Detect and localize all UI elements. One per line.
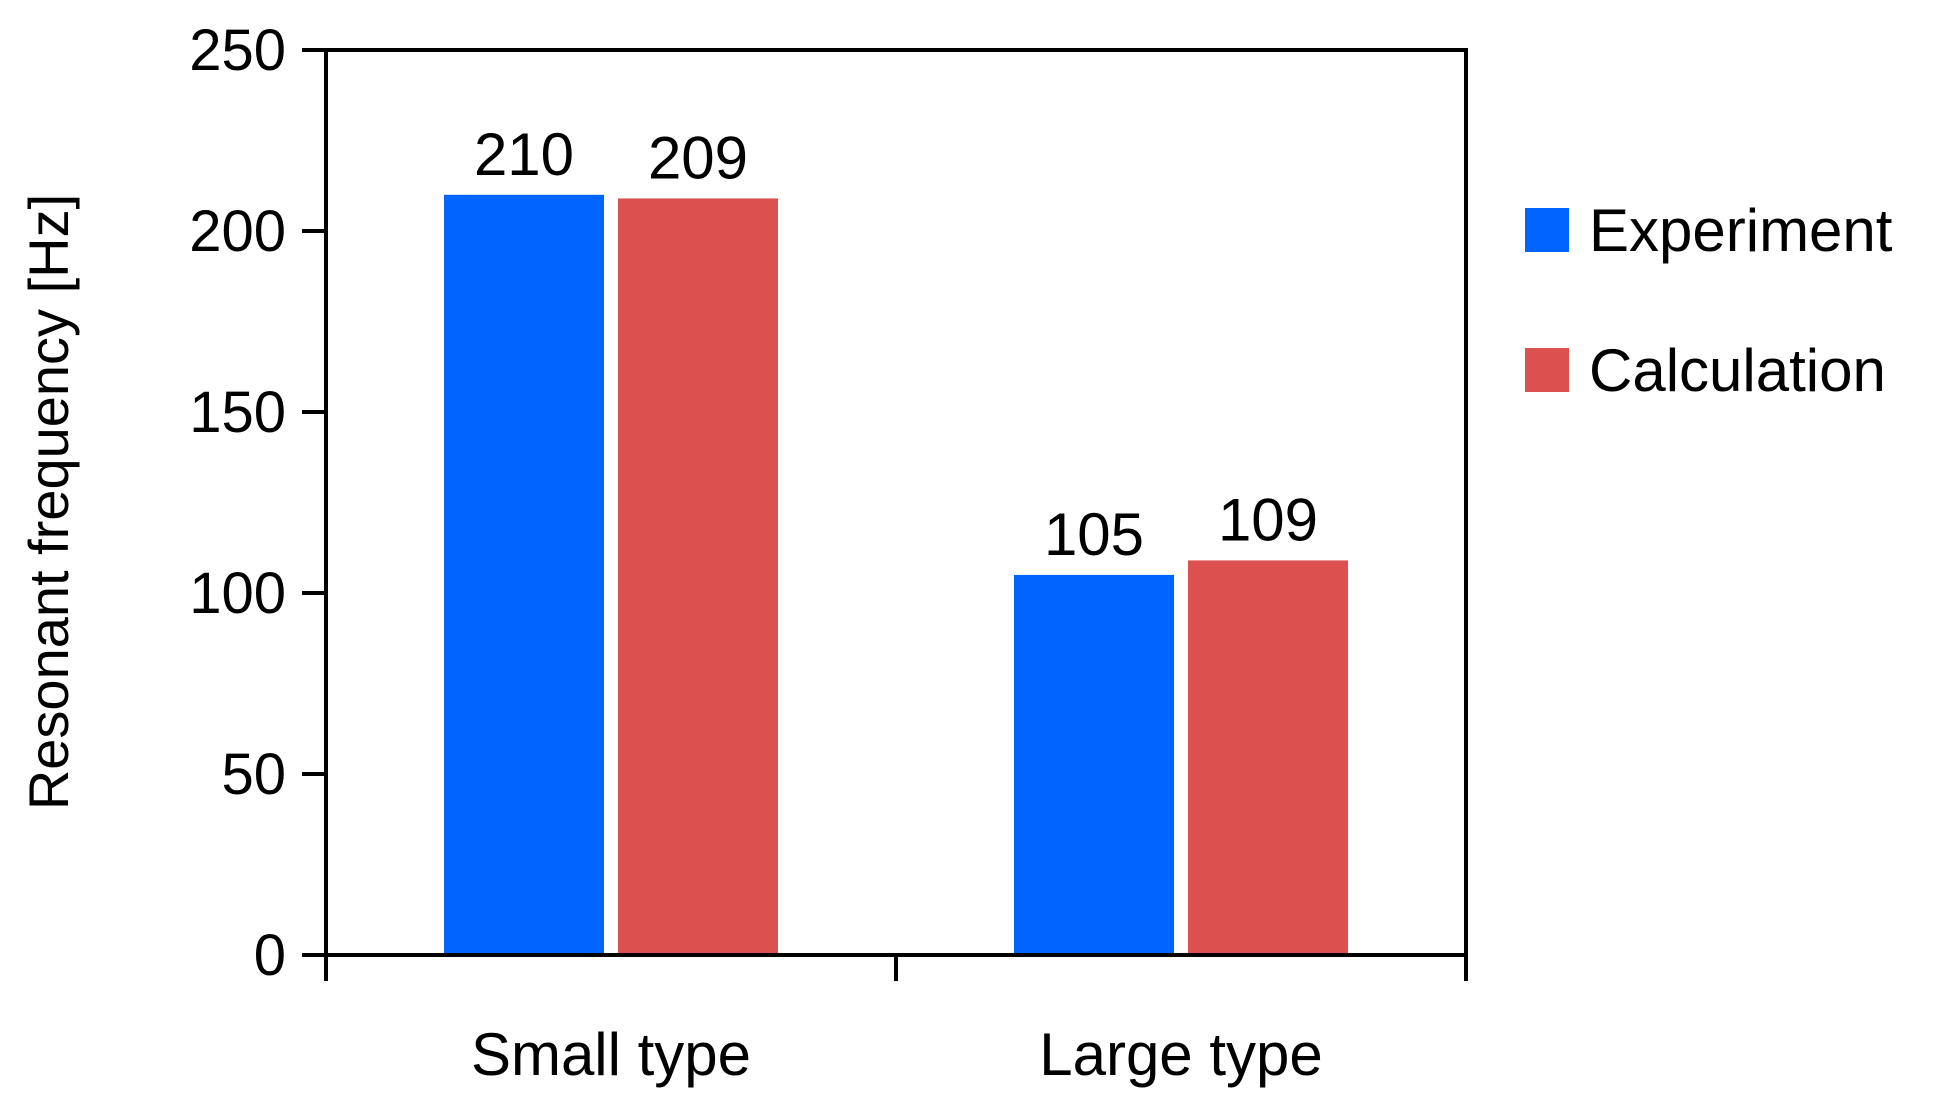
data-label: 105: [1044, 501, 1144, 568]
x-category-label: Small type: [471, 1021, 751, 1088]
y-tick-label: 0: [254, 923, 286, 988]
y-tick-label: 150: [189, 380, 286, 445]
x-category-label: Large type: [1039, 1021, 1323, 1088]
data-label: 210: [474, 121, 574, 188]
y-tick-label: 50: [221, 742, 286, 807]
data-label: 209: [648, 124, 748, 191]
y-tick-label: 100: [189, 561, 286, 626]
x-axis: Small type Large type: [324, 955, 1468, 1088]
data-labels: 210 209 105 109: [474, 121, 1318, 568]
data-label: 109: [1218, 486, 1318, 553]
y-axis: 0 50 100 150 200 250: [189, 18, 326, 988]
legend-swatch-calculation: [1525, 348, 1569, 392]
legend-label-experiment: Experiment: [1589, 197, 1893, 264]
y-axis-title: Resonant frequency [Hz]: [17, 194, 80, 810]
bar-calculation-2: [1188, 560, 1348, 953]
y-tick-label: 200: [189, 199, 286, 264]
bars: [444, 194, 1348, 954]
bar-experiment-2: [1014, 574, 1174, 953]
bar-experiment-1: [444, 194, 604, 954]
legend-swatch-experiment: [1525, 208, 1569, 252]
legend: Experiment Calculation: [1525, 197, 1893, 404]
bar-calculation-1: [618, 198, 778, 954]
legend-label-calculation: Calculation: [1589, 337, 1886, 404]
y-tick-label: 250: [189, 18, 286, 83]
